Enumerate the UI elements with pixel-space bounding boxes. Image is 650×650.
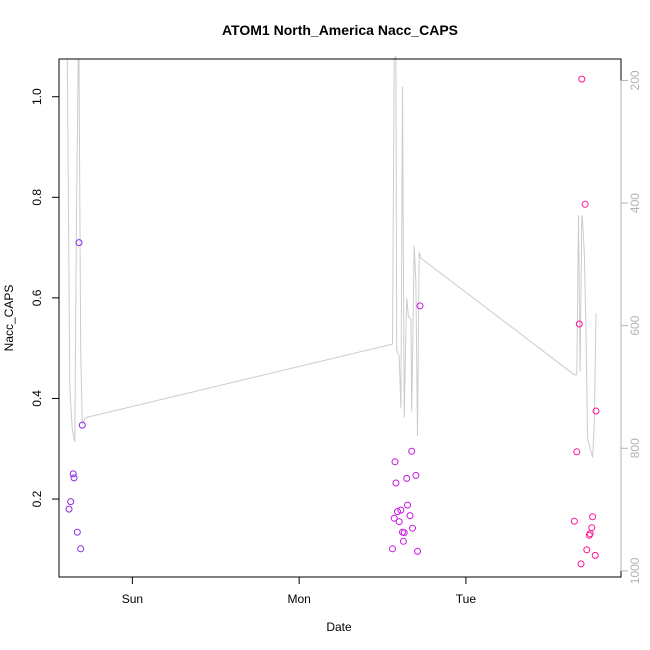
y2-tick-label: 1000: [628, 557, 642, 584]
y-axis-right: 200 400 600 800 1000: [620, 70, 642, 584]
data-point: [578, 75, 586, 83]
data-point: [399, 537, 407, 545]
data-point: [391, 458, 399, 466]
y-tick-label: 1.0: [30, 88, 44, 105]
secondary-series-line: [65, 55, 597, 458]
x-tick-label: Sun: [122, 592, 143, 606]
data-point: [65, 505, 73, 513]
data-point: [389, 545, 396, 553]
data-point: [69, 470, 77, 478]
data-point: [70, 474, 78, 482]
data-point: [573, 448, 581, 456]
data-point: [416, 302, 424, 310]
data-point: [394, 508, 401, 516]
data-point: [73, 528, 81, 536]
data-point: [403, 474, 411, 482]
plot-frame: [58, 58, 622, 578]
x-axis-label: Date: [326, 620, 352, 634]
y2-tick-label: 400: [628, 193, 642, 213]
data-point: [570, 517, 578, 525]
data-point: [395, 518, 403, 526]
y2-tick-label: 600: [628, 315, 642, 335]
data-point: [409, 524, 416, 532]
chart-title: ATOM1 North_America Nacc_CAPS: [222, 22, 458, 38]
data-point: [408, 447, 416, 455]
data-point: [397, 506, 405, 514]
data-point: [575, 320, 583, 328]
y-tick-label: 0.2: [30, 490, 44, 507]
x-axis: Sun Mon Tue: [122, 576, 477, 606]
data-point: [577, 560, 585, 568]
data-point: [404, 501, 411, 509]
y-axis-label: Nacc_CAPS: [2, 285, 16, 352]
y-tick-label: 0.6: [30, 289, 44, 306]
data-point: [400, 529, 408, 537]
y-tick-label: 0.4: [30, 390, 44, 407]
data-point: [406, 512, 414, 520]
data-point: [583, 546, 591, 554]
data-point: [77, 545, 85, 553]
data-point: [591, 551, 599, 559]
y2-tick-label: 200: [628, 70, 642, 90]
data-point: [414, 547, 421, 555]
data-point: [412, 471, 420, 479]
x-tick-label: Mon: [287, 592, 310, 606]
data-point: [75, 239, 83, 247]
y-axis: 0.2 0.4 0.6 0.8 1.0: [30, 88, 60, 507]
scatter-points-layer: [65, 75, 600, 568]
secondary-series-layer: [65, 55, 597, 458]
data-point: [588, 524, 596, 532]
data-point: [581, 200, 589, 208]
x-tick-label: Tue: [456, 592, 477, 606]
y-tick-label: 0.8: [30, 189, 44, 206]
data-point: [589, 513, 597, 521]
data-point: [67, 498, 75, 506]
data-point: [78, 421, 86, 429]
data-point: [592, 407, 600, 415]
data-point: [392, 479, 400, 487]
data-point: [390, 514, 398, 522]
y2-tick-label: 800: [628, 438, 642, 458]
